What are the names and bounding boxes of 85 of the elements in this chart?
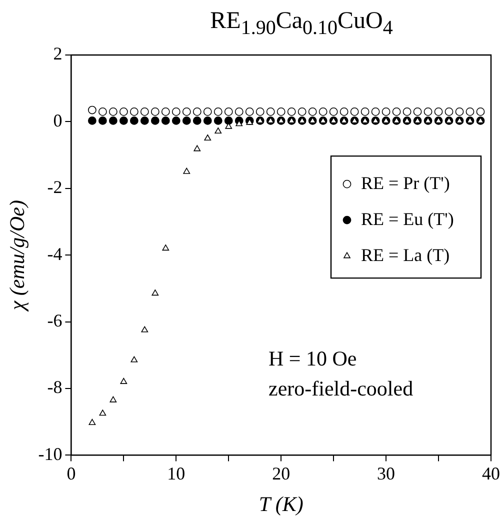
point [152, 290, 159, 296]
point [245, 107, 254, 116]
point [110, 396, 117, 402]
point [172, 116, 180, 125]
point [298, 107, 306, 116]
point [161, 107, 170, 116]
x-tick-label: 40 [482, 464, 500, 484]
point [444, 107, 454, 116]
point [182, 116, 191, 125]
point [140, 107, 149, 116]
point [119, 107, 128, 116]
point [340, 107, 348, 116]
point [140, 116, 149, 125]
point [236, 120, 243, 126]
legend-label: RE = Eu (T') [361, 208, 454, 229]
point [98, 116, 107, 125]
point [182, 107, 191, 116]
y-tick-label: 0 [53, 110, 62, 130]
point [371, 107, 380, 116]
point [392, 107, 401, 116]
point [455, 107, 464, 116]
point [150, 107, 160, 116]
point [214, 107, 222, 116]
chart-title: RE$_{1.90}$Ca$_{0.10}$CuO$_{4}$ [209, 8, 394, 40]
point [99, 410, 106, 416]
point [234, 107, 244, 116]
point [276, 107, 286, 116]
point [98, 107, 107, 116]
x-tick-label: 20 [272, 464, 290, 484]
point [329, 107, 338, 116]
y-axis-title: χ (emu/g/Oe) [5, 200, 30, 312]
y-tick-label: -6 [47, 310, 62, 331]
y-tick-label: -10 [38, 444, 62, 464]
y-tick-label: -2 [47, 177, 62, 198]
point [308, 107, 317, 116]
point [424, 107, 432, 116]
point [350, 107, 359, 116]
point [266, 107, 275, 116]
point [224, 116, 233, 125]
y-tick-label: 2 [53, 44, 62, 64]
point [108, 116, 118, 125]
point [360, 107, 370, 116]
y-tick-label: -4 [47, 244, 62, 264]
point [162, 244, 170, 251]
point [476, 107, 485, 116]
point [434, 107, 443, 116]
x-tick-label: 0 [66, 464, 76, 484]
point [413, 107, 422, 116]
point [214, 116, 222, 125]
point [466, 107, 474, 116]
x-tick-label: 10 [167, 464, 186, 484]
point [192, 116, 202, 125]
point [150, 116, 160, 125]
point [88, 116, 96, 125]
point [194, 145, 201, 152]
point [224, 107, 233, 116]
point [204, 134, 212, 141]
point [214, 127, 222, 134]
point [141, 326, 148, 332]
point [183, 168, 190, 174]
point [119, 116, 128, 125]
point [402, 107, 412, 116]
point [130, 116, 138, 125]
point [203, 116, 212, 125]
point [120, 378, 128, 384]
point [192, 107, 202, 116]
x-axis-title: T (K) [258, 492, 304, 516]
point [88, 418, 96, 425]
point [108, 107, 118, 116]
point [203, 107, 212, 116]
point [130, 356, 138, 362]
y-tick-label: -8 [47, 377, 62, 398]
legend-label: RE = La (T) [361, 244, 450, 265]
point [130, 107, 138, 116]
annotation: H = 10 Oe [268, 346, 357, 371]
point [88, 106, 96, 114]
point [161, 116, 170, 125]
point [287, 107, 296, 116]
legend-label: RE = Pr (T') [361, 172, 450, 193]
x-tick-label: 30 [377, 464, 396, 484]
point [172, 107, 180, 116]
point [382, 107, 390, 116]
annotation: zero-field-cooled [268, 376, 414, 401]
point [318, 107, 328, 116]
point [256, 107, 264, 116]
